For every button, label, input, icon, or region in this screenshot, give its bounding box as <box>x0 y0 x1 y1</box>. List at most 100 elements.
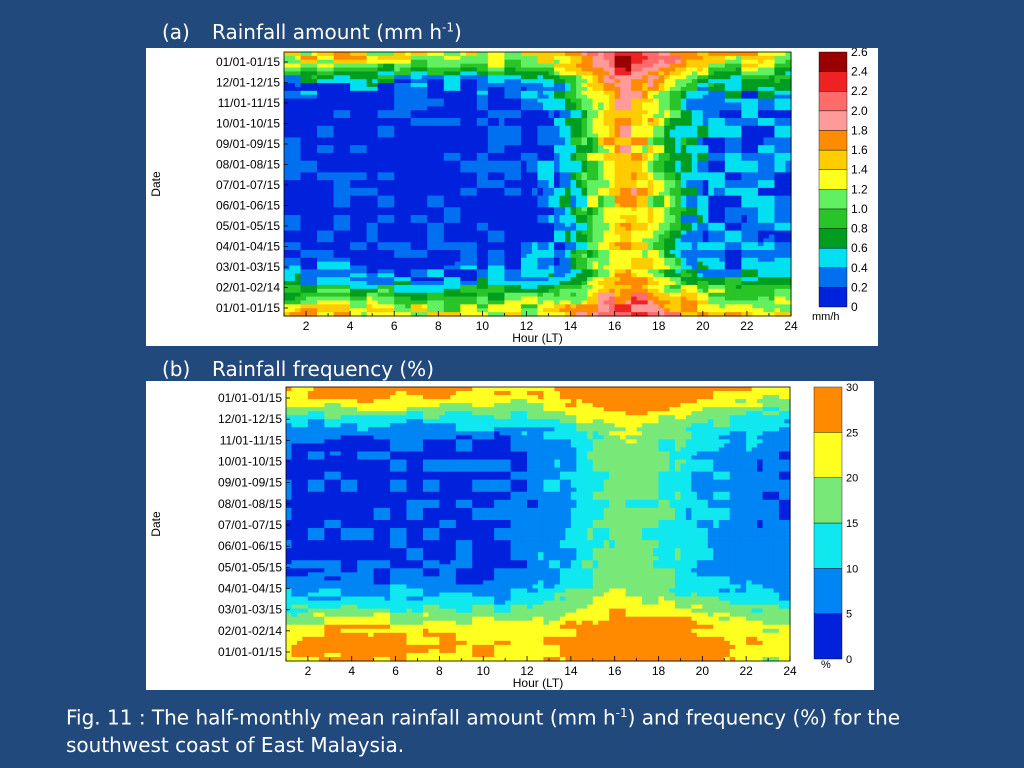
y-axis-label: Date <box>149 511 163 537</box>
colorbar-label: 1.8 <box>851 123 868 137</box>
rainfall-frequency-chart: 01/01-01/15 02/01-02/14 03/01-03/15 04/01-0… <box>149 382 858 690</box>
colorbar-label: 2.6 <box>851 48 868 59</box>
panel-b-chart-box: 01/01-01/15 02/01-02/14 03/01-03/15 04/01-0… <box>146 381 874 690</box>
x-tick-label: 10 <box>477 664 491 678</box>
x-tick-label: 12 <box>520 319 534 333</box>
y-tick-label: 01/01-01/15 <box>216 55 280 69</box>
colorbar-swatch <box>818 149 848 170</box>
colorbar-swatch <box>813 477 843 524</box>
y-tick-label: 07/01-07/15 <box>218 518 282 532</box>
y-tick-label: 03/01-03/15 <box>216 260 280 274</box>
colorbar-swatch <box>818 189 848 210</box>
colorbar-label: 1.0 <box>851 202 868 216</box>
panel-a-title-text: Rainfall amount (mm h <box>212 20 443 44</box>
x-tick-label: 20 <box>696 319 710 333</box>
y-tick-label: 06/01-06/15 <box>216 199 280 213</box>
colorbar-label: 25 <box>846 427 858 439</box>
panel-b-title-text: Rainfall frequency (%) <box>212 357 434 381</box>
y-tick-label: 10/01-10/15 <box>216 117 280 131</box>
y-tick-label: 04/01-04/15 <box>216 240 280 254</box>
y-tick-label: 09/01-09/15 <box>218 476 282 490</box>
colorbar-unit: mm/h <box>812 311 840 323</box>
y-tick-label: 02/01-02/14 <box>218 624 282 638</box>
colorbar-label: 0.2 <box>851 280 868 294</box>
x-tick-label: 16 <box>608 319 622 333</box>
x-tick-label: 18 <box>652 319 666 333</box>
colorbar-unit: % <box>821 659 831 671</box>
colorbar-swatch <box>813 613 843 660</box>
panel-b-label: (b) <box>162 357 191 381</box>
x-tick-label: 4 <box>348 664 355 678</box>
colorbar-label: 0 <box>846 654 852 666</box>
y-tick-label: 05/01-05/15 <box>216 219 280 233</box>
y-tick-label: 06/01-06/15 <box>218 539 282 553</box>
colorbar-label: 1.6 <box>851 143 868 157</box>
caption-part1: Fig. 11 : The half-monthly mean rainfall… <box>66 705 616 730</box>
x-tick-label: 14 <box>564 664 578 678</box>
x-tick-label: 24 <box>783 664 797 678</box>
colorbar-label: 1.4 <box>851 163 868 177</box>
x-tick-label: 10 <box>476 319 490 333</box>
colorbar-swatch <box>818 247 848 268</box>
colorbar-swatch <box>813 568 843 614</box>
colorbar-label: 0.8 <box>851 222 868 236</box>
colorbar-label: 30 <box>846 382 858 394</box>
colorbar-swatch <box>818 71 848 92</box>
x-tick-label: 2 <box>303 319 310 333</box>
x-axis: 2 4 6 8 10 12 14 16 18 20 22 24 <box>285 656 797 678</box>
colorbar-label: 15 <box>846 518 858 530</box>
colorbar-swatch <box>818 267 848 288</box>
x-tick-label: 22 <box>740 319 754 333</box>
panel-a-title-end: ) <box>454 20 462 44</box>
x-tick-label: 24 <box>784 319 798 333</box>
y-tick-label: 08/01-08/15 <box>218 497 282 511</box>
x-tick-label: 8 <box>435 319 442 333</box>
x-axis: 2 4 6 8 10 12 14 16 18 20 22 24 <box>283 311 798 333</box>
y-tick-label: 08/01-08/15 <box>216 158 280 172</box>
contour-field <box>286 387 791 662</box>
x-tick-label: 8 <box>436 664 443 678</box>
y-tick-label: 12/01-12/15 <box>218 412 282 426</box>
colorbar-label: 1.2 <box>851 182 868 196</box>
y-tick-label: 01/01-01/15 <box>218 645 282 659</box>
x-tick-label: 20 <box>696 664 710 678</box>
colorbar-label: 10 <box>846 563 858 575</box>
y-tick-label: 11/01-11/15 <box>220 433 283 447</box>
figure-caption: Fig. 11 : The half-monthly mean rainfall… <box>66 700 996 759</box>
colorbar: 0 0.2 0.4 0.6 0.8 1.0 1.2 1.4 1.6 1.8 2.0 2.2 2.4 2.6… <box>812 48 868 323</box>
x-tick-label: 14 <box>564 319 578 333</box>
y-tick-label: 12/01-12/15 <box>216 76 280 90</box>
y-tick-label: 03/01-03/15 <box>218 603 282 617</box>
colorbar-label: 0 <box>851 300 858 314</box>
y-tick-label: 05/01-05/15 <box>218 560 282 574</box>
colorbar-swatch <box>818 91 848 112</box>
contour-field <box>284 52 792 317</box>
x-tick-label: 4 <box>347 319 354 333</box>
colorbar-swatch <box>818 110 848 131</box>
rainfall-amount-chart: 01/01-01/15 02/01-02/14 03/01-03/15 04/01-0… <box>149 48 868 345</box>
x-tick-label: 18 <box>652 664 666 678</box>
colorbar-swatch <box>813 522 843 569</box>
y-tick-label: 04/01-04/15 <box>218 582 282 596</box>
y-tick-label: 01/01-01/15 <box>216 301 280 315</box>
colorbar-swatch <box>813 386 843 433</box>
colorbar-label: 20 <box>846 473 858 485</box>
y-tick-label: 02/01-02/14 <box>216 281 280 295</box>
colorbar-label: 2.2 <box>851 84 868 98</box>
plot-frame <box>285 386 791 662</box>
x-axis-label: Hour (LT) <box>512 331 562 345</box>
colorbar-swatch <box>813 432 843 478</box>
panel-a-chart-box: 01/01-01/15 02/01-02/14 03/01-03/15 04/01-0… <box>146 48 878 346</box>
x-axis-label: Hour (LT) <box>513 676 563 690</box>
caption-part2: ) and frequency (%) for the southwest co… <box>66 705 901 757</box>
panel-a-label: (a) <box>162 20 190 44</box>
caption-sup: -1 <box>615 706 628 720</box>
colorbar: 0 5 10 15 20 25 30% <box>813 382 858 671</box>
y-axis: 01/01-01/15 02/01-02/14 03/01-03/15 04/01-0… <box>216 55 288 315</box>
colorbar-swatch <box>818 228 848 249</box>
y-tick-label: 11/01-11/15 <box>218 96 281 110</box>
plot-frame <box>283 51 792 317</box>
colorbar-swatch <box>818 169 848 190</box>
panel-a-title: (a) Rainfall amount (mm h-1) <box>162 20 462 44</box>
y-axis: 01/01-01/15 02/01-02/14 03/01-03/15 04/01-0… <box>218 391 290 659</box>
